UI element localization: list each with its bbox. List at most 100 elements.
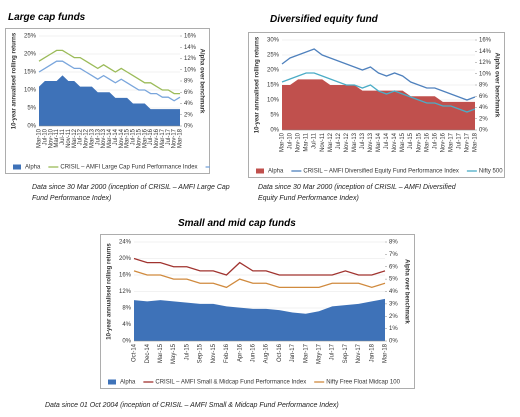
x-tick-label: Nov-17 — [465, 132, 471, 152]
x-tick-label: Mar-10 — [37, 128, 43, 148]
y-tick-label: 0% — [27, 124, 36, 130]
x-tick-label: Nov-15 — [211, 343, 217, 363]
line — [281, 48, 476, 101]
caption: Data since 01 Oct 2004 (inception of CRI… — [45, 402, 339, 409]
area — [39, 75, 180, 126]
y2-tick-label: 16% — [184, 34, 197, 40]
y2-tick-label: 2% — [389, 314, 398, 320]
x-tick-label: Mar-17 — [303, 343, 309, 363]
y2-tick-label: 6% — [479, 94, 488, 100]
y2-tick-label: 6% — [184, 90, 193, 96]
chart: 0% 4% 8% 12% 16% 20% 24% 0% 1% 2% 3% 4% 5% 6% 7% 8% 10-y… — [100, 234, 415, 389]
line — [133, 257, 386, 276]
x-tick-label: Jul-14 — [113, 128, 119, 145]
x-tick-label: Mar-12 — [72, 128, 78, 148]
x-tick-label: Nov-12 — [344, 132, 350, 152]
y2-tick-label: 8% — [479, 83, 488, 89]
x-tick-label: Nov-14 — [119, 128, 125, 148]
y2-tick-label: 2% — [184, 112, 193, 118]
x-tick-label: Jun-16 — [250, 343, 256, 362]
x-tick-label: Nov-16 — [440, 132, 446, 152]
x-tick-label: May-15 — [171, 343, 177, 364]
x-tick-label: Nov-16 — [154, 128, 160, 148]
x-tick-label: Mar-11 — [54, 128, 60, 147]
y-tick-label: 25% — [24, 34, 37, 40]
y-tick-label: 10% — [267, 98, 280, 104]
chart: 0% 5% 10% 15% 20% 25% 30% 0% 2% 4% 6% 8% 10% 12% 14% 16… — [248, 32, 505, 178]
x-tick-label: Jul-13 — [95, 128, 101, 145]
x-tick-label: Jul-17 — [456, 132, 462, 149]
legend-label: CRISIL – AMFI Small & Midcap Fund Perfor… — [155, 380, 306, 386]
y2-tick-label: 5% — [389, 277, 398, 283]
caption: Data since 30 Mar 2000 (inception of CRI… — [32, 184, 230, 202]
x-tick-label: Jul-14 — [384, 132, 390, 149]
x-tick-label: Jul-10 — [288, 132, 294, 149]
y2-axis-label: Alpha over benchmark — [198, 49, 204, 114]
y2-tick-label: 10% — [184, 67, 197, 73]
y-axis-label: 10-year annualised rolling returns — [107, 243, 113, 340]
y-tick-label: 25% — [267, 53, 280, 59]
y2-tick-label: 0% — [479, 128, 488, 134]
y-axis-label: 10-year annualised rolling returns — [12, 32, 18, 129]
x-tick-label: Nov-12 — [84, 128, 90, 148]
x-tick-label: Mar-16 — [424, 132, 430, 152]
x-tick-label: Mar-10 — [280, 132, 286, 152]
x-tick-label: Jul-16 — [148, 128, 154, 145]
x-tick-label: Nov-17 — [172, 128, 178, 148]
x-tick-label: Jul-17 — [330, 343, 336, 360]
legend-label: CRISIL – AMFI Large Cap Fund Performance… — [60, 165, 197, 171]
x-tick-label: Oct-14 — [132, 343, 138, 362]
y2-tick-label: 4% — [184, 101, 193, 107]
y-tick-label: 20% — [267, 68, 280, 74]
x-tick-label: Apr-16 — [237, 343, 243, 362]
y-tick-label: 16% — [119, 273, 132, 279]
y2-tick-label: 8% — [389, 240, 398, 246]
x-tick-label: Feb-16 — [224, 343, 230, 363]
legend-label: Alpha — [25, 165, 41, 171]
x-tick-label: Nov-15 — [136, 128, 142, 148]
y2-tick-label: 14% — [184, 45, 197, 51]
y-tick-label: 15% — [267, 83, 280, 89]
x-tick-label: Nov-14 — [392, 132, 398, 152]
x-tick-label: Nov-13 — [101, 128, 107, 148]
x-tick-label: Nov-13 — [368, 132, 374, 152]
x-tick-label: Mar-18 — [178, 128, 184, 148]
y-tick-label: 5% — [270, 113, 279, 119]
legend-swatch — [108, 379, 116, 385]
x-tick-label: Nov-17 — [356, 343, 362, 363]
legend-label: CRISIL – AMFI Diversified Equity Fund Pe… — [303, 169, 459, 175]
legend-label: Nifty 500 — [479, 169, 503, 175]
x-tick-label: Mar-13 — [89, 128, 95, 148]
y2-tick-label: 4% — [479, 105, 488, 111]
y2-axis-label: Alpha over benchmark — [403, 259, 409, 324]
x-tick-label: Nov-10 — [296, 132, 302, 152]
chart-title: Small and mid cap funds — [178, 218, 296, 229]
caption: Data since 30 Mar 2000 (inception of CRI… — [258, 184, 456, 202]
x-tick-label: Jan-18 — [369, 343, 375, 362]
y-tick-label: 0% — [270, 128, 279, 134]
x-tick-label: Jan-17 — [290, 343, 296, 362]
x-tick-label: Mar-17 — [160, 128, 166, 148]
x-tick-label: Jul-16 — [432, 132, 438, 149]
area — [282, 79, 475, 130]
x-tick-label: Jul-15 — [131, 128, 137, 145]
x-tick-label: Jul-11 — [312, 132, 318, 149]
legend-label: Alpha — [120, 380, 136, 386]
line — [38, 60, 181, 102]
y-tick-label: 5% — [27, 106, 36, 112]
x-tick-label: Mar-18 — [473, 132, 479, 152]
y-axis-label: 10-year annualised rolling returns — [255, 36, 261, 133]
y2-tick-label: 10% — [479, 71, 492, 77]
y2-tick-label: 0% — [389, 339, 398, 345]
y2-tick-label: 1% — [389, 326, 398, 332]
x-tick-label: Mar-14 — [376, 132, 382, 152]
x-tick-label: Jul-11 — [60, 128, 66, 145]
chart-title: Diversified equity fund — [270, 14, 378, 25]
y-tick-label: 4% — [122, 322, 131, 328]
x-tick-label: Sep-15 — [198, 343, 204, 363]
chart-title: Large cap funds — [8, 12, 86, 23]
y2-tick-label: 8% — [184, 79, 193, 85]
area — [134, 298, 385, 341]
x-tick-label: Mar-15 — [400, 132, 406, 152]
y-tick-label: 20% — [24, 52, 37, 58]
